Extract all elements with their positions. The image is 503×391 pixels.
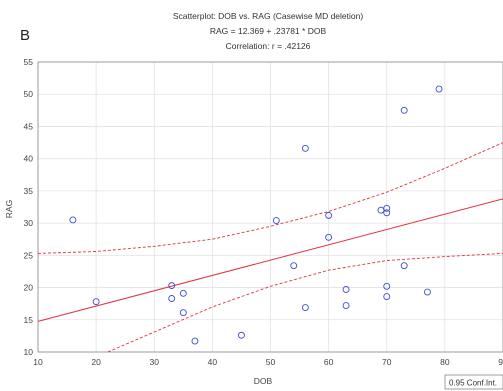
x-tick-label: 90 — [498, 357, 503, 367]
y-tick-label: 25 — [24, 250, 34, 260]
data-point — [69, 216, 77, 224]
y-tick-label: 10 — [24, 347, 34, 357]
legend-frame — [444, 374, 503, 390]
correlation-text: Correlation: r = .42126 — [226, 41, 311, 51]
y-tick-labels: 10 15 20 25 30 35 40 45 50 55 — [24, 57, 34, 357]
data-point — [400, 262, 408, 270]
y-tick-label: 20 — [24, 283, 34, 293]
x-axis-label: DOB — [254, 376, 273, 386]
panel-letter: B — [20, 27, 30, 44]
legend-box: 0.95 Conf.Int. — [444, 374, 503, 390]
data-points — [69, 85, 443, 345]
x-tick-label: 60 — [324, 357, 334, 367]
data-point — [301, 304, 309, 311]
y-tick-label: 50 — [24, 89, 34, 99]
confidence-band — [37, 142, 503, 353]
data-point — [342, 286, 350, 293]
data-point — [423, 288, 431, 296]
x-tick-label: 50 — [266, 357, 276, 367]
y-tick-label: 15 — [24, 315, 34, 325]
data-point — [377, 206, 385, 214]
data-point — [400, 106, 408, 114]
data-point — [179, 289, 187, 297]
y-tick-label: 55 — [24, 57, 34, 67]
legend-text: 0.95 Conf.Int. — [449, 379, 497, 388]
data-point — [342, 302, 350, 310]
data-point — [290, 262, 298, 270]
data-point — [301, 144, 309, 152]
y-axis-label: RAG — [4, 200, 14, 218]
data-point — [383, 293, 391, 301]
data-point — [325, 211, 333, 219]
data-point — [383, 209, 391, 217]
data-point — [272, 217, 280, 224]
regression-equation: RAG = 12.369 + .23781 * DOB — [210, 26, 327, 36]
y-tick-label: 40 — [24, 154, 34, 164]
y-tick-label: 35 — [24, 186, 34, 196]
regression-layer — [37, 198, 503, 322]
data-point — [168, 282, 176, 290]
data-point — [383, 282, 391, 290]
data-point — [168, 295, 176, 302]
data-point — [191, 337, 199, 345]
grid-lines — [37, 61, 503, 353]
regression-line — [37, 198, 503, 322]
x-tick-label: 40 — [208, 357, 218, 367]
plot-frame — [37, 61, 503, 353]
y-tick-label: 45 — [24, 121, 34, 131]
data-point — [237, 331, 245, 339]
data-point — [383, 204, 391, 212]
x-tick-label: 70 — [382, 357, 392, 367]
x-tick-label: 20 — [91, 357, 101, 367]
x-tick-labels: 10 20 30 40 50 60 70 80 90 — [33, 357, 503, 367]
y-tick-label: 30 — [24, 218, 34, 228]
x-tick-label: 30 — [150, 357, 160, 367]
confidence-lower-line — [107, 252, 503, 353]
data-point — [179, 309, 187, 317]
chart-title: Scatterplot: DOB vs. RAG (Casewise MD de… — [173, 11, 364, 21]
data-point — [92, 298, 100, 306]
x-tick-label: 80 — [440, 357, 450, 367]
x-tick-label: 10 — [33, 357, 43, 367]
data-point — [435, 85, 443, 93]
confidence-upper-line — [37, 142, 503, 254]
data-point — [325, 233, 333, 241]
